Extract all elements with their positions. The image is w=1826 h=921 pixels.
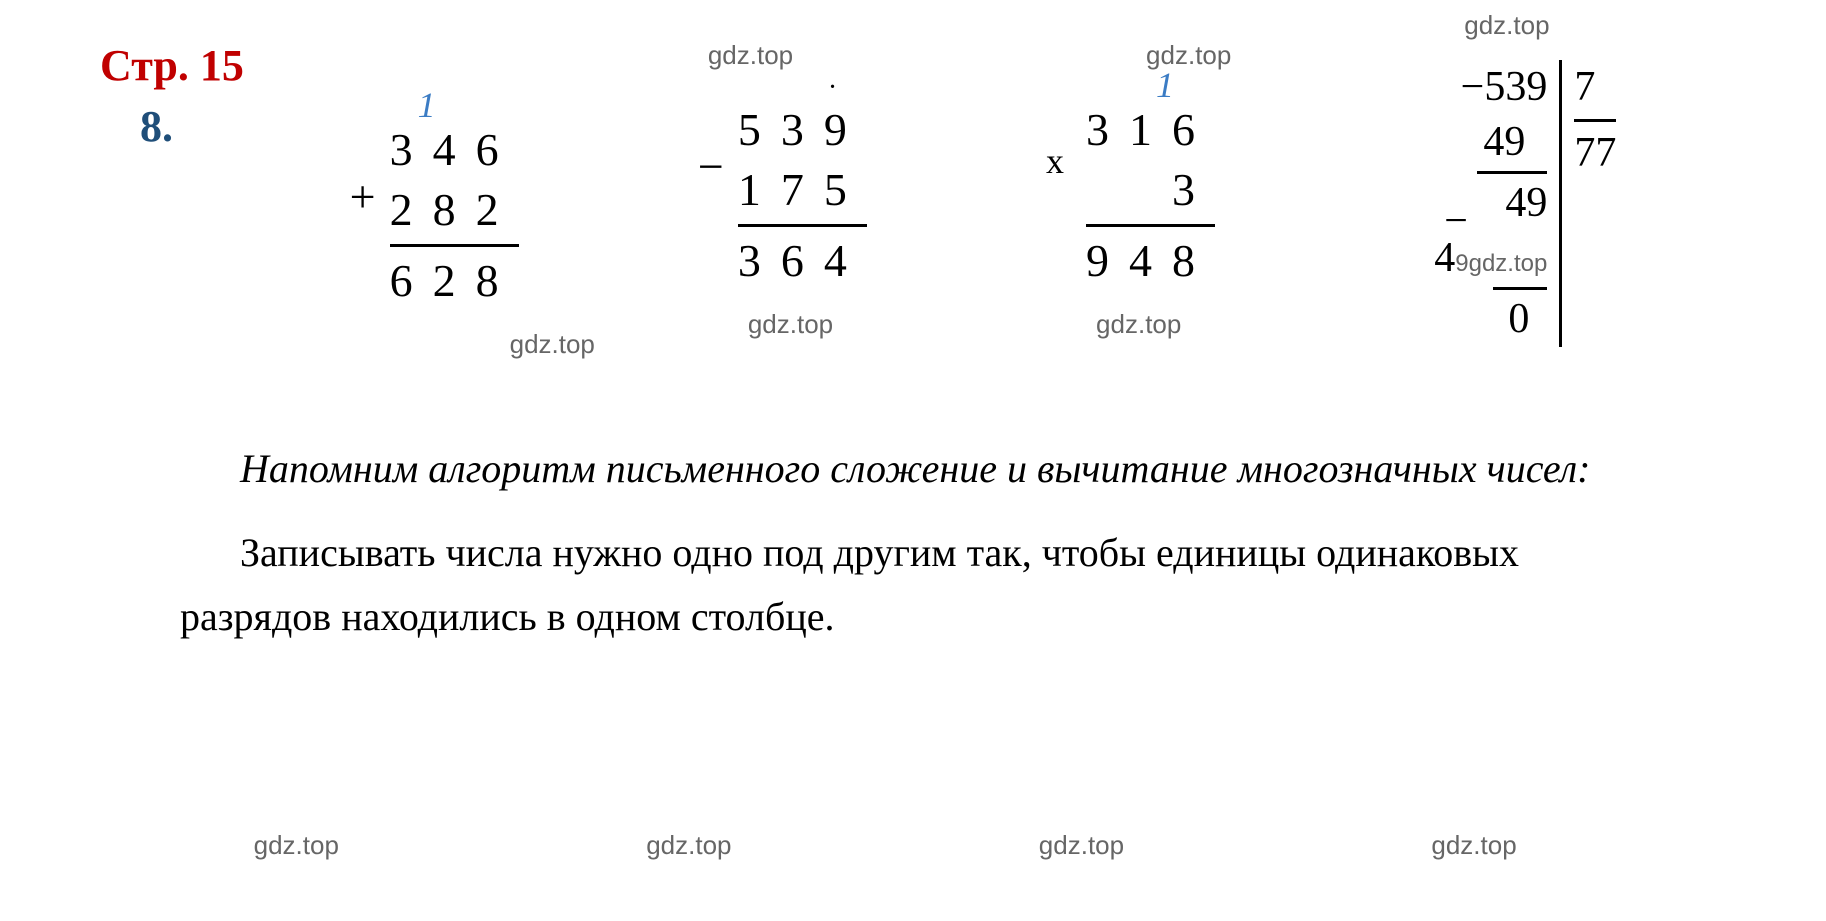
page-label: Стр. 15 [100, 40, 280, 91]
multiplication-calc: gdz.top 1 3 1 6 x 3 9 4 8 gdz.top [1086, 100, 1215, 290]
sub-op2-d2: 7 [781, 160, 824, 220]
sub-op2-d3: 5 [824, 160, 867, 220]
div-quotient: 77 [1574, 119, 1616, 181]
plus-operator: + [350, 170, 376, 223]
mul-op2-d1 [1112, 160, 1142, 220]
subtraction-calc: gdz.top · 5 3 9 − 1 7 5 3 6 4 gdz.top [738, 100, 867, 290]
div-minus: − [1444, 194, 1468, 249]
sub-res-d1: 3 [738, 231, 781, 291]
explanation-para1: Напомним алгоритм письменного сложение и… [180, 437, 1666, 501]
explanation-text: Напомним алгоритм письменного сложение и… [100, 437, 1726, 649]
div-step3-wm: 9gdz.top [1455, 250, 1547, 277]
explanation-para2: Записывать числа нужно одно под другим т… [180, 521, 1666, 649]
add-op2-d1: 2 [390, 180, 433, 240]
addition-carry: 1 [418, 84, 436, 126]
mul-res-d3: 8 [1172, 231, 1215, 291]
addition-line [390, 244, 519, 247]
div-step2: 49 [1505, 180, 1547, 226]
div-dividend: −539 [1434, 60, 1547, 115]
mul-op2-d2 [1142, 160, 1172, 220]
mul-op2-d3: 3 [1172, 160, 1215, 220]
watermark-top-1: gdz.top [708, 40, 793, 71]
div-step1: 49 [1434, 115, 1547, 170]
watermark-top-3: gdz.top [1464, 10, 1549, 41]
mul-op1-d1: 3 [1086, 100, 1129, 160]
add-op1-d3: 6 [476, 120, 519, 180]
add-op2-d3: 2 [476, 180, 519, 240]
subtraction-line [738, 224, 867, 227]
add-op2-d2: 8 [433, 180, 476, 240]
add-op1-d2: 4 [433, 120, 476, 180]
sub-op2-d1: 1 [738, 160, 781, 220]
sub-dot: · [828, 72, 837, 104]
mul-res-d1: 9 [1086, 231, 1129, 291]
add-res-d3: 8 [476, 251, 519, 311]
addition-calc: 1 3 4 6 + 2 8 2 6 2 8 gdz.top [390, 120, 519, 310]
sub-op1-d2: 3 [781, 100, 824, 160]
add-op1-d1: 3 [390, 120, 433, 180]
minus-operator: − [698, 140, 724, 193]
div-line1 [1477, 171, 1547, 174]
mult-carry: 1 [1156, 64, 1174, 106]
watermark-3: gdz.top [1096, 309, 1181, 340]
div-remainder: 0 [1434, 292, 1547, 347]
sub-res-d2: 6 [781, 231, 824, 291]
sub-res-d3: 4 [824, 231, 867, 291]
division-calc: gdz.top −539 49 − 49 49gdz.top 0 [1434, 60, 1616, 347]
watermark-b1: gdz.top [254, 830, 339, 861]
add-res-d1: 6 [390, 251, 433, 311]
div-divisor: 7 [1574, 60, 1616, 115]
sub-op1-d3: 9 [824, 100, 867, 160]
mul-op1-d3: 6 [1172, 100, 1215, 160]
watermark-1: gdz.top [510, 329, 595, 360]
multiplication-line [1086, 224, 1215, 227]
watermark-b2: gdz.top [646, 830, 731, 861]
watermark-2: gdz.top [748, 309, 833, 340]
sub-op1-d1: 5 [738, 100, 781, 160]
add-res-d2: 2 [433, 251, 476, 311]
watermark-b4: gdz.top [1431, 830, 1516, 861]
div-line2 [1493, 287, 1547, 290]
mul-res-d2: 4 [1129, 231, 1172, 291]
watermark-b3: gdz.top [1039, 830, 1124, 861]
mul-op1-d2: 1 [1129, 100, 1172, 160]
times-operator: x [1046, 140, 1064, 182]
bottom-watermarks: gdz.top gdz.top gdz.top gdz.top [100, 830, 1670, 861]
problem-number: 8. [140, 101, 280, 152]
